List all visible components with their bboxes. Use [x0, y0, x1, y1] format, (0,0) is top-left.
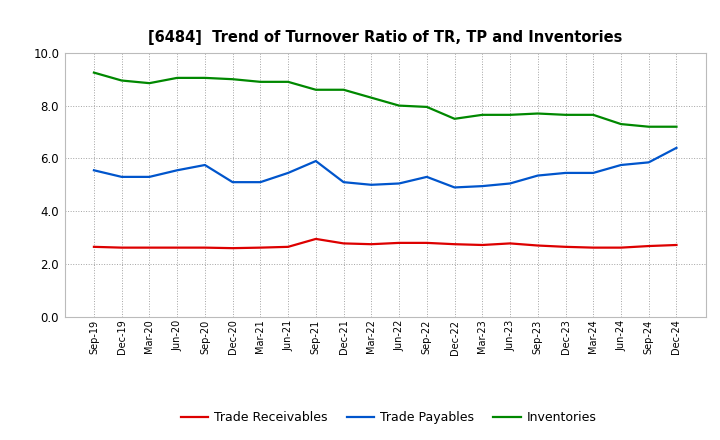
- Trade Payables: [534, 173, 542, 178]
- Trade Receivables: [367, 242, 376, 247]
- Inventories: [423, 104, 431, 110]
- Trade Receivables: [201, 245, 210, 250]
- Trade Payables: [616, 162, 625, 168]
- Line: Inventories: Inventories: [94, 73, 677, 127]
- Trade Payables: [505, 181, 514, 186]
- Inventories: [589, 112, 598, 117]
- Trade Payables: [173, 168, 181, 173]
- Inventories: [450, 116, 459, 121]
- Trade Payables: [201, 162, 210, 168]
- Trade Payables: [89, 168, 98, 173]
- Inventories: [505, 112, 514, 117]
- Inventories: [256, 79, 265, 84]
- Inventories: [478, 112, 487, 117]
- Trade Payables: [395, 181, 403, 186]
- Inventories: [339, 87, 348, 92]
- Inventories: [644, 124, 653, 129]
- Inventories: [367, 95, 376, 100]
- Inventories: [201, 75, 210, 81]
- Trade Payables: [228, 180, 237, 185]
- Trade Payables: [312, 158, 320, 164]
- Inventories: [672, 124, 681, 129]
- Trade Receivables: [478, 242, 487, 248]
- Inventories: [534, 111, 542, 116]
- Trade Payables: [256, 180, 265, 185]
- Trade Receivables: [117, 245, 126, 250]
- Trade Receivables: [145, 245, 154, 250]
- Trade Receivables: [228, 246, 237, 251]
- Trade Receivables: [561, 244, 570, 249]
- Inventories: [145, 81, 154, 86]
- Inventories: [173, 75, 181, 81]
- Trade Payables: [145, 174, 154, 180]
- Trade Receivables: [284, 244, 292, 249]
- Trade Receivables: [534, 243, 542, 248]
- Trade Receivables: [505, 241, 514, 246]
- Trade Payables: [450, 185, 459, 190]
- Trade Receivables: [672, 242, 681, 248]
- Trade Payables: [644, 160, 653, 165]
- Trade Payables: [561, 170, 570, 176]
- Inventories: [117, 78, 126, 83]
- Trade Receivables: [450, 242, 459, 247]
- Line: Trade Payables: Trade Payables: [94, 148, 677, 187]
- Trade Receivables: [173, 245, 181, 250]
- Trade Payables: [339, 180, 348, 185]
- Trade Receivables: [423, 240, 431, 246]
- Trade Receivables: [339, 241, 348, 246]
- Trade Payables: [478, 183, 487, 189]
- Trade Receivables: [589, 245, 598, 250]
- Inventories: [284, 79, 292, 84]
- Trade Payables: [589, 170, 598, 176]
- Trade Payables: [423, 174, 431, 180]
- Inventories: [89, 70, 98, 75]
- Title: [6484]  Trend of Turnover Ratio of TR, TP and Inventories: [6484] Trend of Turnover Ratio of TR, TP…: [148, 29, 622, 45]
- Inventories: [228, 77, 237, 82]
- Trade Receivables: [256, 245, 265, 250]
- Inventories: [561, 112, 570, 117]
- Trade Payables: [284, 170, 292, 176]
- Inventories: [312, 87, 320, 92]
- Trade Receivables: [395, 240, 403, 246]
- Legend: Trade Receivables, Trade Payables, Inventories: Trade Receivables, Trade Payables, Inven…: [176, 407, 602, 429]
- Trade Payables: [367, 182, 376, 187]
- Trade Receivables: [89, 244, 98, 249]
- Trade Receivables: [616, 245, 625, 250]
- Inventories: [395, 103, 403, 108]
- Trade Payables: [117, 174, 126, 180]
- Line: Trade Receivables: Trade Receivables: [94, 239, 677, 248]
- Trade Receivables: [644, 243, 653, 249]
- Inventories: [616, 121, 625, 127]
- Trade Receivables: [312, 236, 320, 242]
- Trade Payables: [672, 145, 681, 150]
